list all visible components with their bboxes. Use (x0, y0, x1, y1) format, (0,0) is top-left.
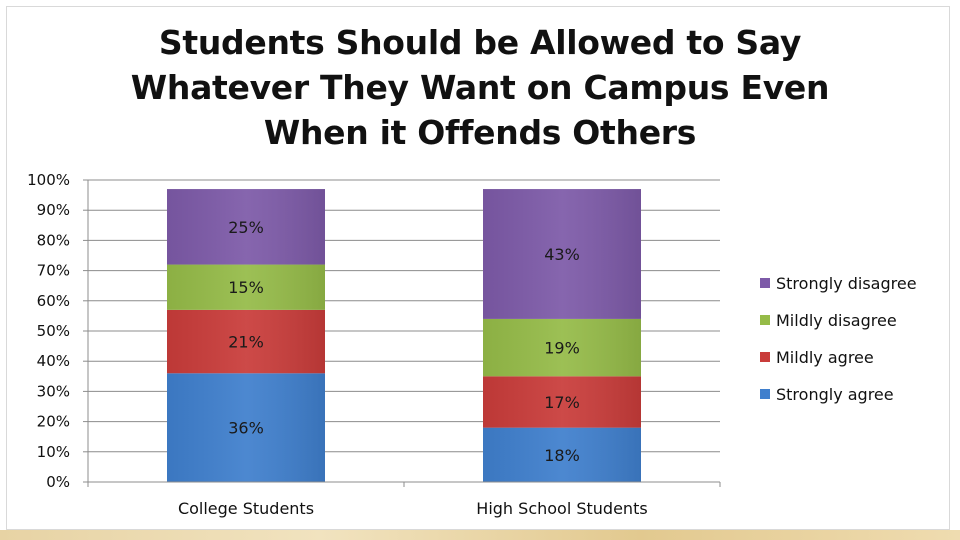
bars: 36% 21% 15% 25% 18% 17% 19% 43% (167, 189, 641, 482)
data-label: 17% (544, 393, 580, 412)
chart-title-line-1: Students Should be Allowed to Say (158, 23, 802, 62)
y-tick-label: 0% (46, 473, 70, 491)
chart-title-line-3: When it Offends Others (263, 113, 697, 152)
y-tick-label: 10% (37, 443, 70, 461)
data-label: 19% (544, 339, 580, 358)
chart-title-line-2: Whatever They Want on Campus Even (130, 68, 830, 107)
bar-segment-shading (483, 189, 641, 319)
y-tick-label: 30% (37, 382, 70, 400)
chart-title: Students Should be Allowed to Say Whatev… (0, 20, 960, 155)
legend-swatch (760, 389, 770, 399)
y-tick-label: 50% (37, 322, 70, 340)
data-label: 43% (544, 245, 580, 264)
legend-swatch (760, 352, 770, 362)
legend-label: Mildly disagree (776, 311, 897, 330)
bar-segment-shading (483, 376, 641, 428)
x-axis-tick-labels: College Students High School Students (178, 499, 648, 518)
data-label: 21% (228, 333, 264, 352)
data-label: 15% (228, 278, 264, 297)
data-label: 18% (544, 446, 580, 465)
bar-segment-shading (483, 427, 641, 482)
axes (83, 179, 721, 487)
y-axis-tick-labels: 0% 10% 20% 30% 40% 50% 60% 70% 80% 90% 100% (27, 171, 70, 491)
legend-label: Strongly disagree (776, 274, 917, 293)
legend-swatch (760, 278, 770, 288)
bar-segment-shading (167, 189, 325, 265)
bar-segment-shading (483, 318, 641, 377)
chart-frame (6, 6, 950, 530)
legend-label: Strongly agree (776, 385, 894, 404)
bar-segment-shading (167, 373, 325, 482)
y-tick-label: 70% (37, 262, 70, 280)
data-label: 25% (228, 218, 264, 237)
x-tick-label: High School Students (476, 499, 647, 518)
legend: Strongly disagree Mildly disagree Mildly a… (760, 274, 917, 404)
y-tick-label: 60% (37, 292, 70, 310)
bar-segment-shading (167, 264, 325, 310)
bar-segment-shading (167, 309, 325, 374)
y-tick-label: 20% (37, 413, 70, 431)
legend-swatch (760, 315, 770, 325)
x-tick-label: College Students (178, 499, 314, 518)
y-tick-label: 80% (37, 231, 70, 249)
slide-bottom-strip (0, 530, 960, 540)
legend-label: Mildly agree (776, 348, 874, 367)
data-label: 36% (228, 419, 264, 438)
y-tick-label: 40% (37, 352, 70, 370)
y-tick-label: 90% (37, 201, 70, 219)
y-tick-label: 100% (27, 171, 70, 189)
